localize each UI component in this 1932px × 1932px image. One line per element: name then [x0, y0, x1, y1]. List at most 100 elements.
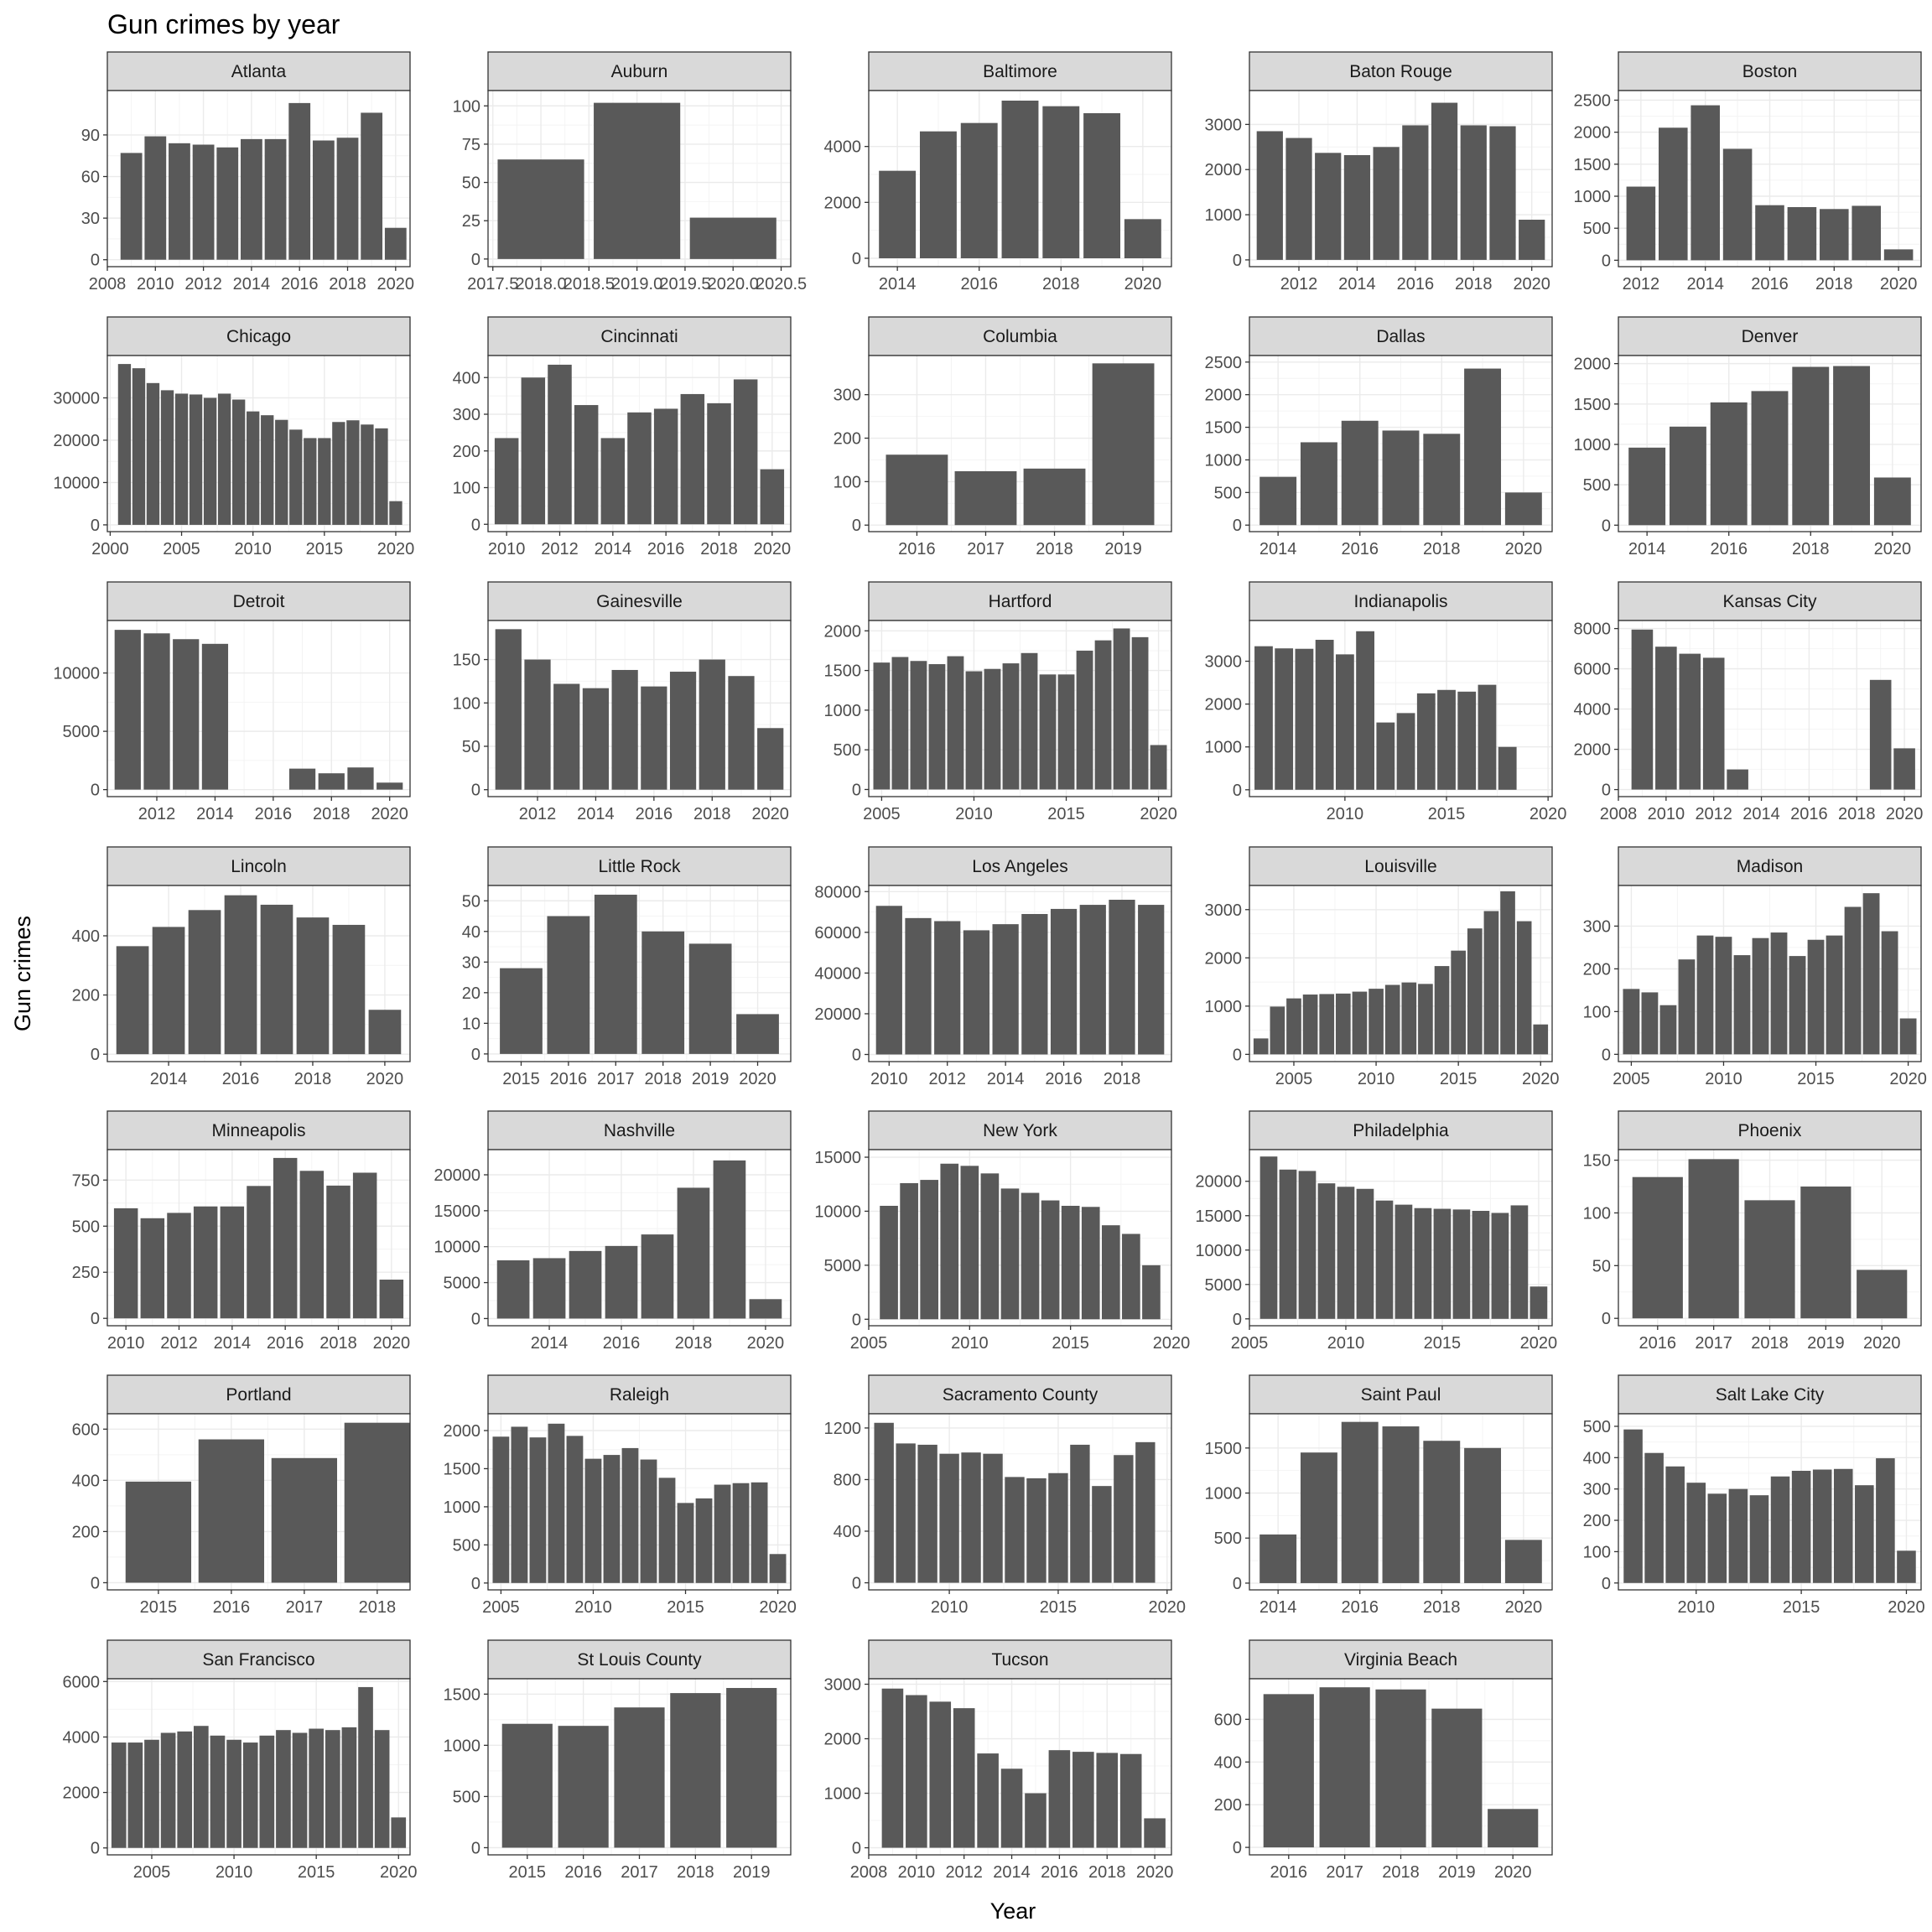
x-axis: 2010 2015 2020	[931, 1590, 1186, 1617]
x-tick-label: 2012	[138, 805, 176, 823]
x-tick-label: 2020	[1522, 1070, 1560, 1088]
x-tick-label: 2005	[1613, 1070, 1650, 1088]
panel-border	[487, 620, 792, 797]
bar	[963, 930, 990, 1055]
bar	[1862, 893, 1880, 1055]
y-tick-label: 300	[453, 406, 480, 424]
bar	[1001, 101, 1039, 258]
bar	[1401, 982, 1417, 1055]
bars	[113, 1157, 404, 1319]
bar	[1382, 1426, 1420, 1583]
x-tick-label: 2005	[163, 540, 200, 558]
bar	[750, 1482, 768, 1583]
facet-label: Dallas	[1376, 327, 1425, 346]
y-tick-label: 2000	[444, 1422, 481, 1441]
y-axis: 0 50 100 150	[1583, 1152, 1618, 1328]
bar	[529, 1437, 547, 1583]
x-tick-label: 2020	[1140, 805, 1177, 823]
y-tick-label: 1500	[1574, 156, 1612, 174]
bar	[1632, 1176, 1683, 1319]
bar	[653, 408, 678, 525]
bar	[1844, 906, 1862, 1055]
bar	[1533, 1024, 1549, 1055]
bar	[1275, 648, 1294, 790]
y-tick-label: 0	[91, 252, 100, 270]
panel-border	[106, 1413, 411, 1591]
bar	[1039, 674, 1057, 790]
bar	[1023, 468, 1086, 526]
bar	[1751, 391, 1789, 526]
bar	[603, 1455, 621, 1583]
panel-baltimore: Baltimore 0 2000 4000 2014 2016 2018 2020	[824, 51, 1172, 293]
y-tick-label: 0	[1602, 252, 1611, 270]
bar	[127, 1742, 143, 1848]
facet-label: Raleigh	[610, 1385, 669, 1405]
y-tick-label: 0	[1602, 1310, 1611, 1328]
x-tick-label: 2015	[1428, 805, 1466, 823]
bar	[600, 438, 626, 525]
y-tick-label: 1000	[824, 1785, 862, 1804]
x-tick-label: 2012	[541, 540, 579, 558]
bar	[1710, 402, 1748, 526]
y-tick-label: 200	[453, 443, 480, 461]
bar	[1026, 1478, 1046, 1583]
bar	[1623, 989, 1640, 1055]
bar	[296, 917, 330, 1055]
bar	[1343, 155, 1371, 260]
x-tick-label: 2016	[636, 805, 673, 823]
bar	[983, 1453, 1003, 1583]
x-axis: 2012 2014 2016 2018 2020	[138, 797, 408, 823]
bar	[377, 782, 403, 790]
y-tick-label: 200	[72, 987, 100, 1005]
bars	[1263, 1687, 1539, 1848]
x-tick-label: 2016	[603, 1334, 641, 1353]
bar	[1113, 628, 1130, 790]
y-tick-label: 0	[1233, 1575, 1242, 1593]
bar	[1135, 1441, 1156, 1583]
bar	[733, 379, 758, 525]
y-tick-label: 1500	[824, 662, 862, 681]
x-tick-label: 2014	[233, 275, 271, 293]
y-axis: 0 500 1000 1500 2000	[824, 622, 869, 799]
y-axis: 0 50 100 150	[453, 652, 488, 800]
bar	[896, 1443, 916, 1583]
bars	[881, 1688, 1166, 1848]
bar	[1498, 746, 1517, 790]
bar	[1315, 639, 1334, 790]
bar	[304, 438, 317, 525]
bars	[1259, 1156, 1548, 1319]
bar	[658, 1478, 676, 1583]
x-tick-label: 2018	[294, 1070, 332, 1088]
y-tick-label: 4000	[824, 138, 862, 157]
y-axis: 0 20000 40000 60000 80000	[814, 883, 869, 1065]
bar	[247, 411, 260, 525]
x-tick-label: 2016	[1341, 1598, 1379, 1617]
facet-label: Chicago	[226, 327, 291, 346]
bars	[1253, 891, 1549, 1055]
bar	[1483, 911, 1499, 1055]
bar	[641, 686, 667, 790]
panel-border	[1249, 355, 1553, 532]
bar	[1025, 1793, 1046, 1848]
x-tick-label: 2014	[879, 275, 917, 293]
bar	[495, 629, 522, 790]
x-tick-label: 2020	[759, 1598, 797, 1617]
bar	[379, 1280, 404, 1319]
bar	[879, 170, 917, 258]
x-tick-label: 2015	[1052, 1334, 1089, 1353]
bar	[288, 768, 316, 790]
x-tick-label: 2017	[967, 540, 1005, 558]
bar	[875, 906, 902, 1055]
facet-label: Philadelphia	[1353, 1121, 1449, 1140]
y-tick-label: 0	[471, 1575, 480, 1593]
bar	[558, 1726, 609, 1848]
panel-border	[868, 90, 1172, 267]
bar	[1655, 647, 1677, 790]
x-tick-label: 2012	[1280, 275, 1318, 293]
bar	[1876, 1458, 1895, 1583]
bar	[1433, 1208, 1452, 1319]
y-axis: 0 200 400 600	[72, 1420, 107, 1592]
bar	[1707, 1493, 1727, 1583]
bar	[259, 1735, 275, 1848]
